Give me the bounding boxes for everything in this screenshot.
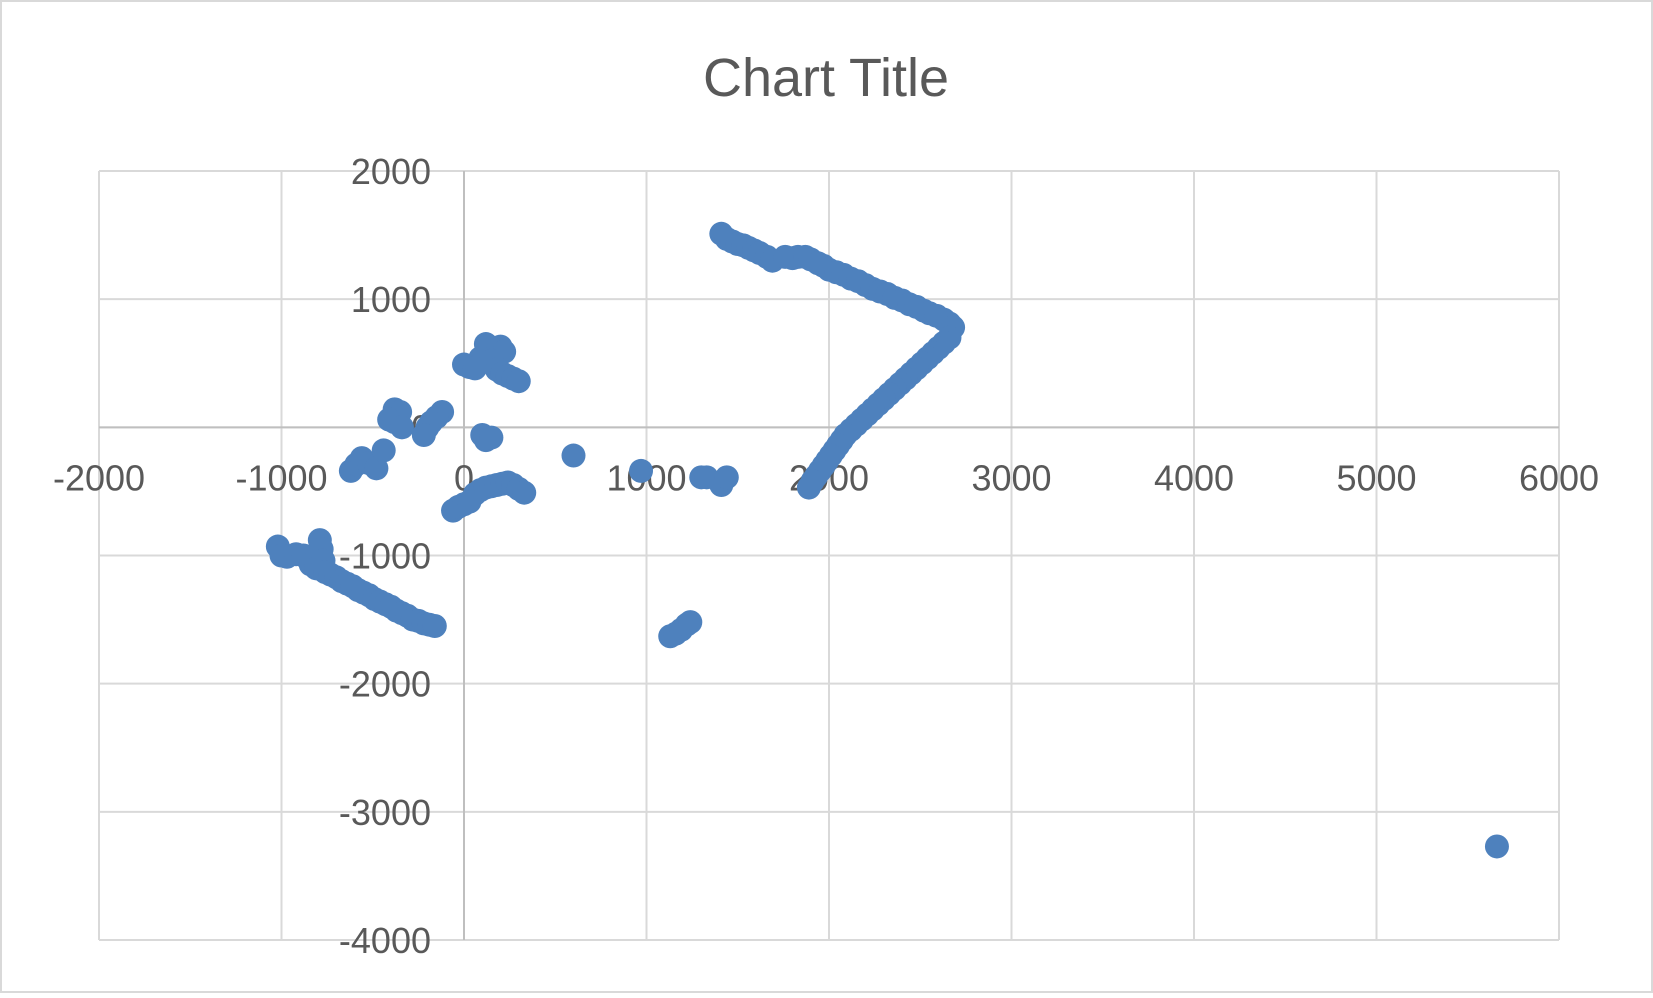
- y-tick-label: -1000: [339, 536, 431, 577]
- data-point: [479, 425, 504, 450]
- x-tick-label: -1000: [235, 457, 327, 498]
- x-tick-label: 4000: [1154, 457, 1234, 498]
- data-point: [364, 456, 389, 481]
- data-point: [561, 443, 586, 468]
- data-point: [389, 415, 414, 440]
- data-point: [1484, 834, 1509, 859]
- data-point: [512, 480, 537, 505]
- data-point: [411, 423, 436, 448]
- data-point: [462, 356, 487, 381]
- x-tick-label: 6000: [1519, 457, 1599, 498]
- data-point: [371, 438, 396, 463]
- y-tick-label: -2000: [339, 664, 431, 705]
- data-point: [714, 465, 739, 490]
- data-point: [629, 458, 654, 483]
- y-tick-label: -4000: [339, 920, 431, 961]
- axes: [99, 171, 1559, 940]
- x-tick-label: 5000: [1336, 457, 1416, 498]
- y-tick-label: 1000: [351, 279, 431, 320]
- data-points: [265, 221, 1509, 859]
- y-tick-label: 2000: [351, 151, 431, 192]
- x-tick-label: 3000: [971, 457, 1051, 498]
- data-point: [678, 610, 703, 635]
- data-point: [506, 369, 531, 394]
- y-tick-label: -3000: [339, 792, 431, 833]
- data-point: [796, 475, 821, 500]
- data-point: [422, 613, 447, 638]
- gridlines: [98, 170, 1560, 941]
- tick-labels: -2000-1000010002000300040005000600020001…: [53, 151, 1599, 961]
- x-tick-label: -2000: [53, 457, 145, 498]
- chart-title: Chart Title: [703, 48, 949, 108]
